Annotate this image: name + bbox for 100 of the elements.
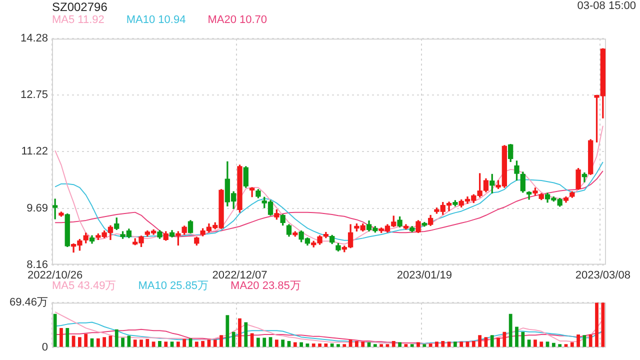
bar [342,344,346,347]
y-tick-label: 9.69 [26,202,48,214]
bar [398,342,402,347]
y-tick-label: 69.46万 [9,296,48,309]
text: MA20 10.70 [208,14,268,28]
bar [244,322,248,347]
bar [404,344,408,347]
bar [496,338,500,347]
bar [601,302,605,347]
text: MA5 11.92 [52,14,104,28]
bar [490,335,494,347]
bar [238,318,242,347]
text: MA10 10.94 [126,14,186,28]
text: 03-08 15:00 [577,0,636,12]
bar [546,342,550,347]
bar [318,344,322,347]
bar [367,342,371,347]
bar [207,340,211,347]
bar [114,329,118,347]
bar [416,342,420,347]
bar [447,342,451,347]
bar [300,342,303,347]
x-tick-label: 2022/10/26 [28,269,83,282]
bar [78,337,82,347]
bar [386,344,390,347]
bar [527,340,531,347]
bar [194,342,198,347]
y-tick-label: 12.75 [20,89,48,102]
bar [570,342,574,347]
bar [84,334,88,347]
bar [176,342,180,347]
bar [330,344,334,347]
bar [410,344,414,347]
y-tick-label: 8.16 [26,258,48,271]
y-tick-label: 0 [42,341,48,354]
bar [226,315,230,347]
bar [540,342,544,347]
bar [428,344,432,347]
bar [508,314,512,347]
bar [441,340,445,347]
bar [182,339,186,347]
x-tick-label: 2022/12/07 [212,269,268,282]
bar [164,342,168,347]
bar [336,344,340,347]
x-tick-label: 2023/01/19 [396,269,452,282]
bar [133,340,137,347]
bar [96,338,100,347]
bar [558,344,562,347]
bar [281,340,285,347]
bar [422,344,426,347]
y-tick-label: 11.22 [21,146,48,158]
bar [60,328,63,347]
bar [348,340,352,347]
bar [324,344,328,347]
bar [564,344,568,347]
bar [355,340,358,347]
bar [232,332,236,347]
bar [121,338,124,347]
bar [582,335,586,347]
bar [380,344,384,347]
bar [220,335,223,347]
bar [201,340,205,347]
bar [213,340,217,347]
bar [158,340,162,347]
bar [484,337,488,347]
bar [392,340,396,347]
text: MA10 25.85万 [138,279,209,292]
bar [274,340,278,347]
bar [312,344,316,347]
bar [152,342,156,347]
bar [293,342,297,347]
bar [170,342,174,347]
bar [435,342,438,347]
bar [262,338,266,347]
bar [595,302,598,347]
bar [102,337,106,347]
bar [576,334,580,347]
bar [502,332,506,347]
bar [373,344,377,347]
bar [552,342,556,347]
bar [472,340,476,347]
bar [460,342,464,347]
bar [515,326,518,347]
y-tick-label: 14.28 [20,32,48,45]
series-label: MA5 43.49万 [52,279,116,292]
bar [53,314,57,347]
bar [361,342,365,347]
bar [521,332,525,347]
bar [306,344,310,347]
bar [453,342,457,347]
chart-title: SZ002796 [52,0,108,14]
text: MA20 23.85万 [230,279,301,292]
bar [466,342,470,347]
bar [478,335,482,347]
bar [250,333,254,347]
bar [140,340,143,347]
x-tick-label: 2023/03/08 [575,269,630,282]
bar [146,339,150,347]
bar [256,338,260,347]
bar [534,340,537,347]
